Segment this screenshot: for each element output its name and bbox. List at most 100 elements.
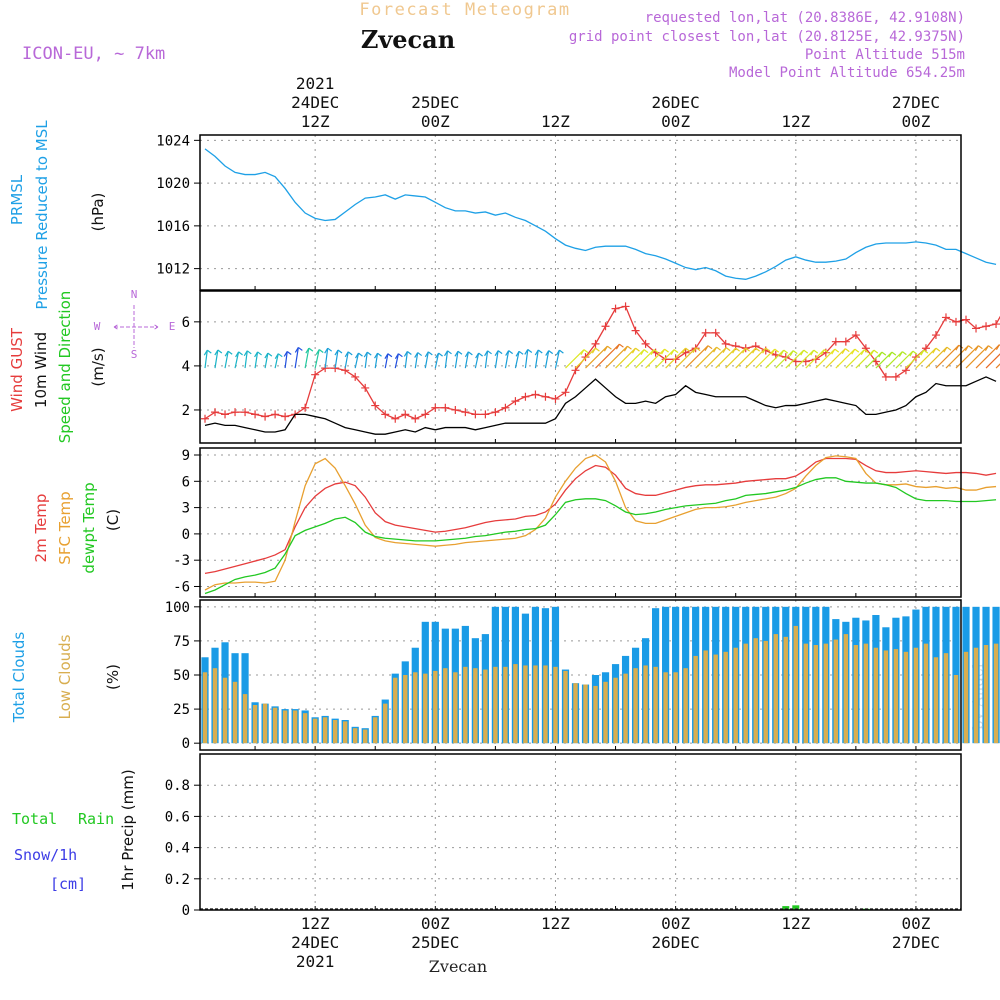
wind-arrowhead [283, 350, 292, 357]
wind-arrowhead [435, 352, 443, 359]
low-cloud-bar [593, 685, 598, 744]
low-cloud-bar [783, 636, 788, 744]
wind-arrowhead [800, 349, 809, 356]
wind-arrowhead [515, 350, 524, 357]
wind-arrow [885, 351, 903, 369]
requested-coords: requested lon,lat (20.8386E, 42.9108N) [645, 10, 965, 26]
wind-arrowhead [841, 348, 850, 354]
low-cloud-bar [212, 668, 218, 744]
wind-arrow [284, 351, 288, 369]
wind-arrow [394, 353, 399, 369]
low-cloud-bar [813, 645, 819, 744]
y-tick-label: 0.4 [165, 841, 190, 857]
wind-arrow [935, 344, 960, 369]
wind-arrowhead [274, 353, 283, 359]
wind-arrowhead [403, 350, 412, 357]
wind-arrowhead [214, 349, 223, 356]
wind-arrow [304, 348, 310, 369]
low-cloud-bar [633, 668, 638, 744]
low-cloud-bar [493, 666, 498, 744]
wind-arrow [585, 345, 608, 369]
low-cloud-bar [913, 647, 919, 744]
low-cloud-bar [843, 634, 849, 744]
compass-south: S [131, 348, 138, 361]
wind-arrowhead [264, 352, 273, 359]
y-tick-label: 4 [182, 359, 190, 375]
low-cloud-bar [643, 665, 648, 744]
gust-marker [972, 324, 981, 333]
wind-arrow [204, 350, 208, 369]
axis-label-pressure-0: PRMSL [8, 174, 26, 225]
wind-arrow [224, 351, 229, 369]
wind-arrow [504, 350, 510, 369]
wind-arrowhead [640, 349, 649, 355]
gust-marker [651, 348, 660, 357]
wind-arrowhead [692, 347, 701, 353]
wind-arrowhead [820, 349, 829, 355]
axis-label-cloud-units: (%) [104, 664, 122, 690]
low-cloud-bar [383, 703, 388, 744]
wind-arrow [705, 347, 727, 369]
low-cloud-bar [272, 707, 278, 744]
gust-marker [351, 372, 360, 381]
footer-location: Zvecan [429, 957, 487, 976]
wind-arrowhead [505, 350, 514, 356]
gust-marker [481, 410, 490, 419]
top-time-label: 12Z [541, 112, 570, 131]
low-cloud-bar [943, 653, 949, 744]
gust-marker [631, 326, 640, 335]
low-cloud-bar [963, 651, 969, 744]
bottom-time-label: 25DEC [411, 933, 459, 952]
gust-marker [931, 331, 940, 340]
precip-bar [782, 906, 790, 910]
compass-east: E [169, 320, 176, 333]
wind-direction-arrows [203, 343, 1000, 369]
wind-arrowhead [831, 348, 840, 355]
gust-marker [962, 315, 971, 324]
y-tick-label: 75 [173, 634, 190, 650]
low-cloud-bar [473, 668, 478, 744]
low-cloud-bar [823, 643, 829, 744]
wind-arrow [675, 347, 697, 369]
bottom-time-label: 12Z [781, 914, 810, 933]
wind-arrowhead [713, 346, 721, 353]
gust-marker [611, 304, 620, 313]
wind-arrowhead [722, 347, 731, 353]
y-tick-label: -6 [173, 579, 190, 595]
wind-arrow [605, 345, 628, 369]
series-line-temperature-1 [204, 454, 997, 591]
panel-temperature: -6 -3 0 3 6 9 2m Temp SFC Temp dewpt Temp (C) [32, 447, 997, 598]
gust-marker [241, 408, 250, 417]
wind-arrow [565, 349, 585, 369]
wind-arrowhead [315, 349, 324, 355]
gust-marker [281, 412, 290, 421]
y-tick-label: 1016 [156, 219, 190, 235]
low-cloud-bar [703, 650, 708, 744]
wind-arrow [575, 347, 596, 369]
wind-arrow [434, 352, 440, 369]
wind-arrowhead [682, 347, 690, 354]
low-cloud-bar [222, 677, 228, 744]
gust-marker [711, 328, 720, 337]
wind-arrow [815, 348, 836, 369]
wind-arrow [835, 348, 856, 369]
wind-arrowhead [623, 345, 632, 352]
low-cloud-bar [623, 673, 628, 744]
wind-arrowhead [354, 352, 363, 359]
wind-arrowhead [860, 349, 869, 355]
wind-arrowhead [494, 350, 503, 356]
wind-arrow [615, 347, 636, 369]
low-cloud-bar [563, 670, 568, 744]
series-line-wind-0 [204, 305, 1000, 420]
wind-arrowhead [591, 347, 600, 354]
bottom-time-label: 27DEC [892, 933, 940, 952]
wind-arrowhead [955, 344, 964, 351]
y-tick-label: 1024 [156, 133, 190, 149]
chart-title: Forecast Meteogram [359, 0, 570, 20]
low-cloud-bar [613, 677, 618, 744]
gust-marker [591, 339, 600, 348]
gust-marker [661, 355, 670, 364]
low-cloud-bar [242, 694, 248, 744]
y-tick-label: -3 [173, 553, 190, 569]
